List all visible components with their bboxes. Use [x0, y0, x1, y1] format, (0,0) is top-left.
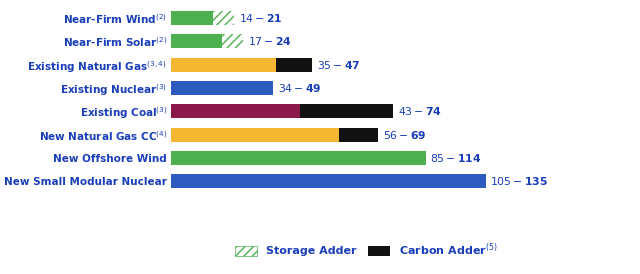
Text: $17 - $24: $17 - $24: [248, 35, 291, 47]
Bar: [300, 104, 393, 118]
Text: $105 - $135: $105 - $135: [490, 175, 548, 187]
Bar: [222, 35, 243, 48]
Bar: [172, 81, 273, 95]
Bar: [213, 11, 234, 25]
Bar: [276, 58, 312, 72]
Bar: [172, 104, 300, 118]
Bar: [172, 58, 276, 72]
Text: $14 - $21: $14 - $21: [239, 12, 282, 24]
Bar: [213, 11, 234, 25]
Bar: [172, 128, 339, 142]
Text: $56 - $69: $56 - $69: [383, 129, 426, 141]
Text: $43 - $74: $43 - $74: [397, 105, 442, 117]
Bar: [222, 35, 243, 48]
Text: $85 - $114: $85 - $114: [431, 152, 482, 164]
Text: $35 - $47: $35 - $47: [317, 59, 360, 71]
Text: $34 - $49: $34 - $49: [278, 82, 321, 94]
Bar: [339, 128, 378, 142]
Bar: [172, 151, 426, 165]
Bar: [172, 174, 486, 188]
Bar: [172, 11, 213, 25]
Legend: Storage Adder, Carbon Adder$^{(5)}$: Storage Adder, Carbon Adder$^{(5)}$: [230, 237, 502, 262]
Bar: [172, 35, 222, 48]
